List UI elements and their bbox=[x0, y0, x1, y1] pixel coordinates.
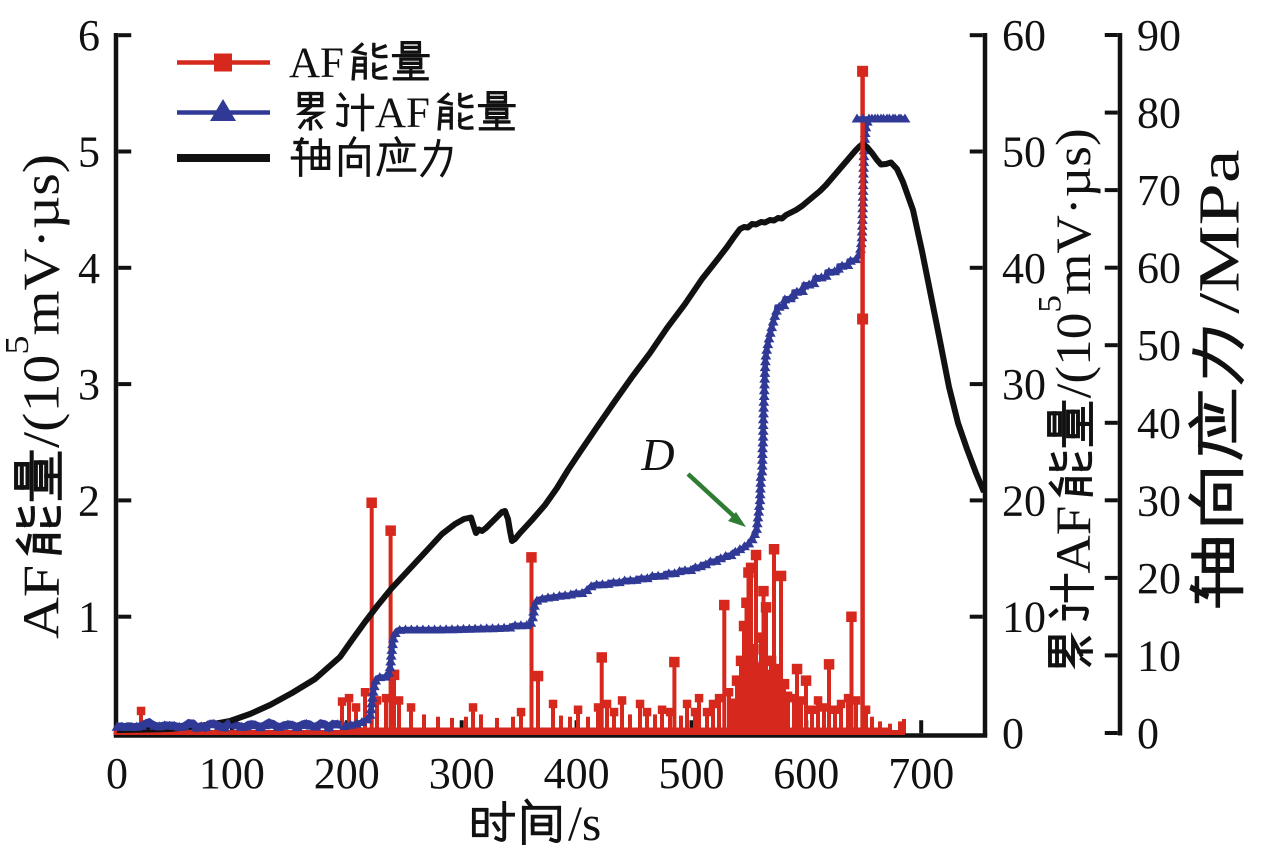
svg-text:200: 200 bbox=[314, 749, 380, 798]
svg-text:60: 60 bbox=[1002, 11, 1046, 60]
svg-text:0: 0 bbox=[1002, 709, 1024, 758]
svg-text:3: 3 bbox=[78, 360, 100, 409]
svg-text:500: 500 bbox=[659, 749, 725, 798]
svg-text:/(10: /(10 bbox=[12, 355, 70, 448]
svg-text:30: 30 bbox=[1137, 476, 1181, 525]
svg-text:mV·µs): mV·µs) bbox=[12, 154, 70, 336]
svg-text:50: 50 bbox=[1002, 128, 1046, 177]
svg-text:50: 50 bbox=[1137, 321, 1181, 370]
svg-text:AF: AF bbox=[12, 565, 70, 639]
svg-text:400: 400 bbox=[544, 749, 610, 798]
svg-text:60: 60 bbox=[1137, 244, 1181, 293]
svg-text:1: 1 bbox=[78, 593, 100, 642]
svg-text:40: 40 bbox=[1002, 244, 1046, 293]
svg-text:5: 5 bbox=[0, 336, 36, 355]
svg-text:mV·µs): mV·µs) bbox=[1046, 128, 1101, 295]
svg-text:100: 100 bbox=[199, 749, 265, 798]
svg-text:10: 10 bbox=[1002, 593, 1046, 642]
svg-text:300: 300 bbox=[429, 749, 495, 798]
svg-text:4: 4 bbox=[78, 244, 100, 293]
svg-text:/s: /s bbox=[568, 795, 601, 851]
svg-text:5: 5 bbox=[78, 128, 100, 177]
svg-text:/(10: /(10 bbox=[1046, 313, 1101, 399]
svg-text:40: 40 bbox=[1137, 399, 1181, 448]
svg-text:AF: AF bbox=[289, 40, 344, 87]
svg-text:90: 90 bbox=[1137, 11, 1181, 60]
svg-text:70: 70 bbox=[1137, 166, 1181, 215]
svg-text:20: 20 bbox=[1137, 554, 1181, 603]
svg-text:80: 80 bbox=[1137, 89, 1181, 138]
svg-text:0: 0 bbox=[106, 749, 128, 798]
svg-text:0: 0 bbox=[1137, 709, 1159, 758]
svg-text:D: D bbox=[640, 429, 674, 480]
svg-text:AF: AF bbox=[375, 90, 430, 137]
svg-text:5: 5 bbox=[1032, 295, 1068, 313]
svg-text:600: 600 bbox=[773, 749, 839, 798]
svg-text:6: 6 bbox=[78, 11, 100, 60]
svg-text:/MPa: /MPa bbox=[1187, 149, 1251, 313]
svg-text:20: 20 bbox=[1002, 476, 1046, 525]
svg-text:AF: AF bbox=[1046, 506, 1101, 574]
svg-text:700: 700 bbox=[888, 749, 954, 798]
svg-text:2: 2 bbox=[78, 476, 100, 525]
svg-text:10: 10 bbox=[1137, 631, 1181, 680]
svg-text:30: 30 bbox=[1002, 360, 1046, 409]
